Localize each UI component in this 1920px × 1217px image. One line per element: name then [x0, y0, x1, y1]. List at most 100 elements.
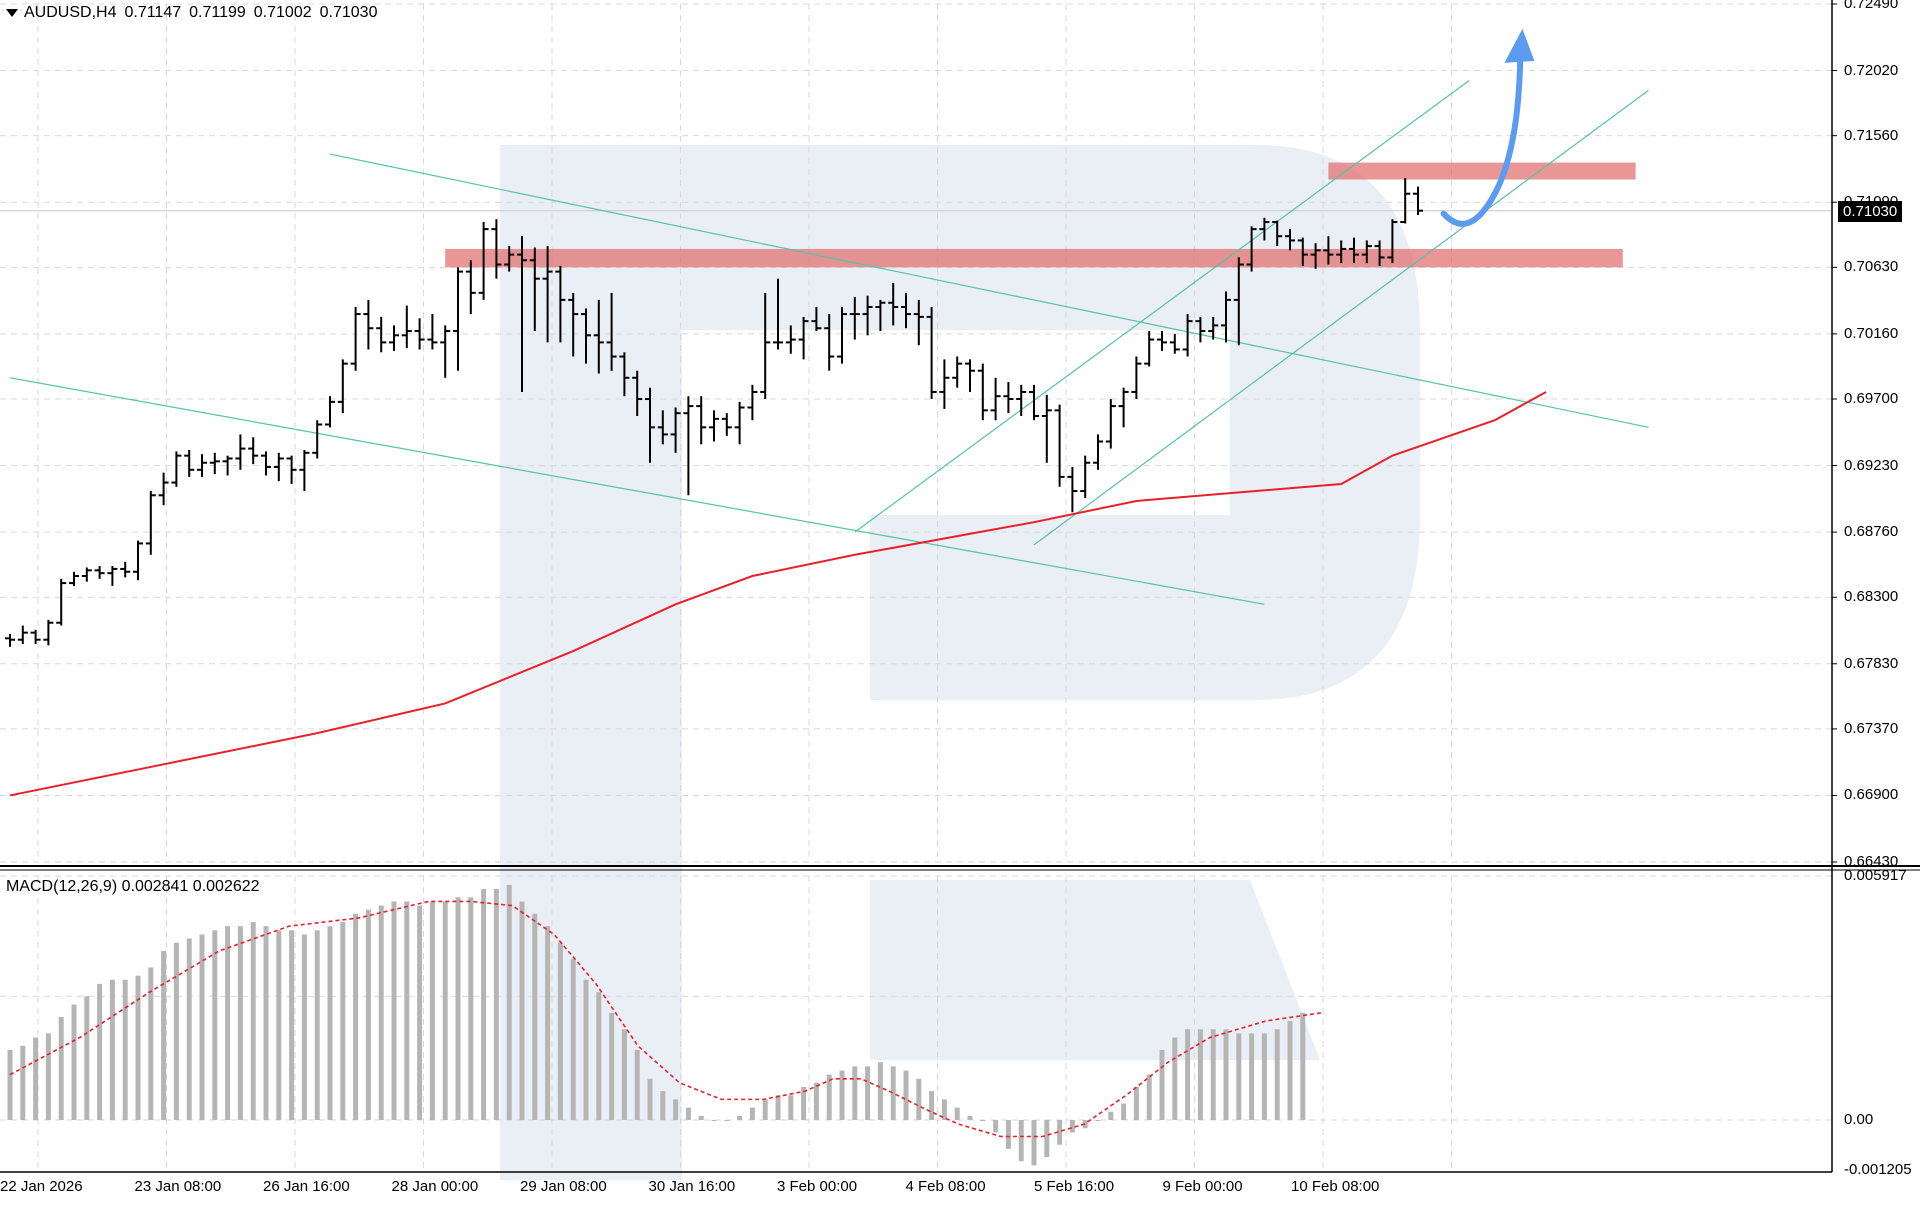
chart-frame: [0, 0, 1920, 1173]
ohlc-bar: [811, 306, 822, 332]
ohlc-bar: [273, 452, 284, 482]
ohlc-bar: [1413, 186, 1423, 215]
ohlc-bar: [17, 625, 28, 644]
macd-histogram-bar: [749, 1107, 755, 1120]
macd-histogram-bar: [929, 1091, 935, 1120]
y-tick-label: 0.68760: [1844, 523, 1899, 541]
macd-histogram-bar: [250, 922, 256, 1120]
dropdown-arrow-icon[interactable]: [6, 8, 18, 17]
macd-histogram-bar: [199, 934, 205, 1120]
ohlc-bar: [529, 247, 540, 332]
ohlc-bar: [1041, 394, 1052, 463]
x-tick-label: 4 Feb 08:00: [905, 1178, 986, 1195]
ohlc-bar: [465, 260, 476, 315]
macd-histogram-bar: [1146, 1074, 1152, 1120]
macd-histogram-bar: [1274, 1029, 1280, 1120]
ohlc-bar: [1361, 240, 1372, 264]
macd-histogram-bar: [698, 1115, 704, 1120]
ohlc-bar: [1054, 404, 1065, 487]
macd-histogram-bar: [839, 1070, 845, 1120]
macd-histogram-bar: [890, 1066, 896, 1120]
ohlc-bar: [145, 491, 156, 555]
main-legend[interactable]: AUDUSD,H4 0.71147 0.71199 0.71002 0.71030: [6, 4, 377, 22]
trend-channel-lines: [9, 79, 1649, 605]
macd-histogram-bar: [263, 926, 269, 1120]
macd-legend: MACD(12,26,9) 0.002841 0.002622: [6, 878, 260, 896]
ohlc-bar: [120, 561, 131, 578]
macd-histogram-bar: [737, 1115, 743, 1120]
ohlc-bar: [670, 407, 681, 453]
macd-histogram-bar: [1236, 1033, 1242, 1120]
x-tick-label: 26 Jan 16:00: [263, 1178, 350, 1195]
macd-histogram-bar: [813, 1082, 819, 1120]
macd-histogram-bar: [225, 926, 231, 1120]
ohlc-bar: [939, 359, 950, 409]
macd-signal-line: [9, 900, 1322, 1138]
current-price-tag: 0.71030: [1838, 201, 1903, 222]
macd-histogram-bar: [429, 901, 435, 1120]
macd-signal-value: 0.002622: [192, 878, 260, 895]
macd-histogram-bar: [1159, 1049, 1165, 1120]
channel-line: [9, 377, 1265, 605]
ohlc-bar: [542, 246, 553, 343]
macd-histogram-bar: [967, 1115, 973, 1120]
macd-histogram-bar: [45, 1033, 51, 1120]
y-tick-label: 0.66430: [1844, 853, 1899, 870]
macd-histogram-bar: [353, 913, 359, 1120]
ohlc-bar: [965, 359, 975, 392]
y-tick-label: 0.67830: [1844, 654, 1899, 672]
macd-y-tick-label: -0.001205: [1844, 1160, 1912, 1178]
x-tick-label: 3 Feb 00:00: [777, 1178, 858, 1195]
macd-histogram-bar: [545, 926, 551, 1120]
macd-histogram-bar: [84, 996, 90, 1120]
forecast-arrowhead: [1504, 28, 1535, 63]
macd-histogram-bar: [609, 1012, 615, 1120]
macd-y-tick-label: 0.00: [1844, 1111, 1874, 1128]
macd-histogram-bar: [391, 901, 397, 1120]
macd-histogram-bar: [289, 930, 295, 1120]
high-value: 0.71199: [189, 4, 246, 21]
ohlc-bar: [1169, 333, 1180, 354]
ohlc-bar: [888, 282, 899, 326]
channel-line: [854, 79, 1470, 533]
macd-histogram-bar: [404, 901, 410, 1120]
y-tick-label: 0.71560: [1844, 126, 1899, 144]
ohlc-bar: [401, 305, 412, 349]
macd-histogram-bar: [596, 992, 602, 1120]
ohlc-bar: [555, 265, 566, 343]
ohlc-bar: [1093, 434, 1103, 470]
macd-histogram-bar: [711, 1120, 717, 1121]
ohlc-bar: [107, 566, 118, 586]
ohlc-bar: [158, 472, 169, 506]
y-tick-label: 0.70160: [1844, 324, 1899, 342]
macd-histogram-bar: [621, 1029, 627, 1120]
macd-histogram-bar: [775, 1095, 781, 1120]
macd-histogram-bar: [1210, 1029, 1216, 1120]
macd-histogram-bar: [378, 905, 384, 1120]
ohlc-bar: [171, 451, 182, 487]
ohlc-bar: [593, 299, 604, 374]
ohlc-bar: [478, 222, 489, 300]
ohlc-bar: [657, 410, 668, 445]
macd-histogram-bar: [212, 930, 218, 1120]
macd-histogram-bar: [301, 934, 307, 1120]
ohlc-bar: [261, 451, 271, 476]
ohlc-bar: [363, 299, 374, 350]
macd-histogram-bar: [481, 889, 487, 1120]
ohlc-bar: [1067, 466, 1078, 513]
ohlc-bar: [747, 384, 758, 421]
ohlc-bar: [581, 308, 591, 364]
macd-histogram-bar: [122, 979, 128, 1120]
ohlc-bar: [312, 420, 323, 459]
macd-y-tick-label: 0.005917: [1844, 867, 1907, 884]
ohlc-bar: [1400, 178, 1411, 224]
ohlc-bar: [1182, 314, 1193, 357]
macd-histogram-bar: [1018, 1120, 1024, 1162]
macd-histogram-bar: [186, 938, 192, 1120]
ohlc-bar: [1336, 240, 1347, 264]
macd-histogram-bar: [442, 901, 448, 1120]
macd-histogram: [7, 884, 1306, 1166]
forecast-arrow: [1440, 28, 1535, 227]
ohlc-bar: [350, 306, 361, 371]
